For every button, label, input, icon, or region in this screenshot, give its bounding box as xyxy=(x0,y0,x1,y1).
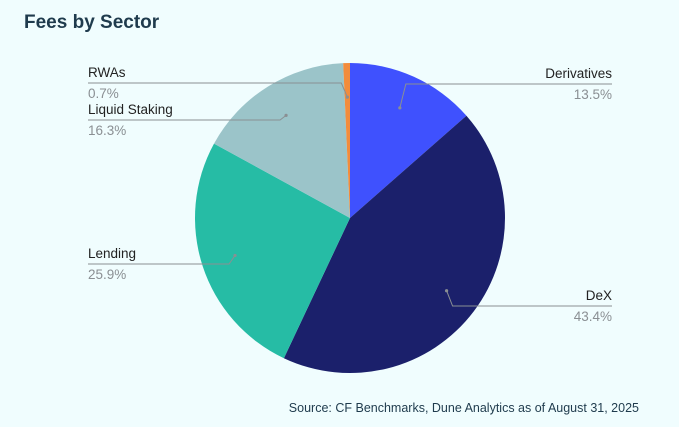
pie-slice-dex xyxy=(283,115,505,373)
pie-slice-derivatives xyxy=(350,63,467,218)
slice-label-derivatives: Derivatives xyxy=(545,66,612,81)
leader-line-derivatives xyxy=(399,83,612,108)
slice-percent-derivatives: 13.5% xyxy=(574,87,612,102)
leader-line-lending xyxy=(88,255,236,265)
leader-line-liquid-staking xyxy=(88,114,287,121)
slice-percent-lending: 25.9% xyxy=(88,267,126,282)
slice-label-liquid-staking: Liquid Staking xyxy=(88,102,173,117)
pie-slice-lending xyxy=(195,143,350,359)
slice-label-dex: DeX xyxy=(586,288,612,303)
pie-slice-rwas xyxy=(343,63,350,218)
leader-line-rwas xyxy=(88,82,348,98)
slice-percent-rwas: 0.7% xyxy=(88,86,119,101)
slice-label-rwas: RWAs xyxy=(88,65,126,80)
chart-title: Fees by Sector xyxy=(24,12,160,33)
slice-percent-liquid-staking: 16.3% xyxy=(88,123,126,138)
slice-label-lending: Lending xyxy=(88,246,136,261)
pie-slice-liquid-staking xyxy=(214,63,350,218)
source-note: Source: CF Benchmarks, Dune Analytics as… xyxy=(288,401,639,415)
leader-line-dex xyxy=(446,290,612,307)
slice-percent-dex: 43.4% xyxy=(574,309,612,324)
